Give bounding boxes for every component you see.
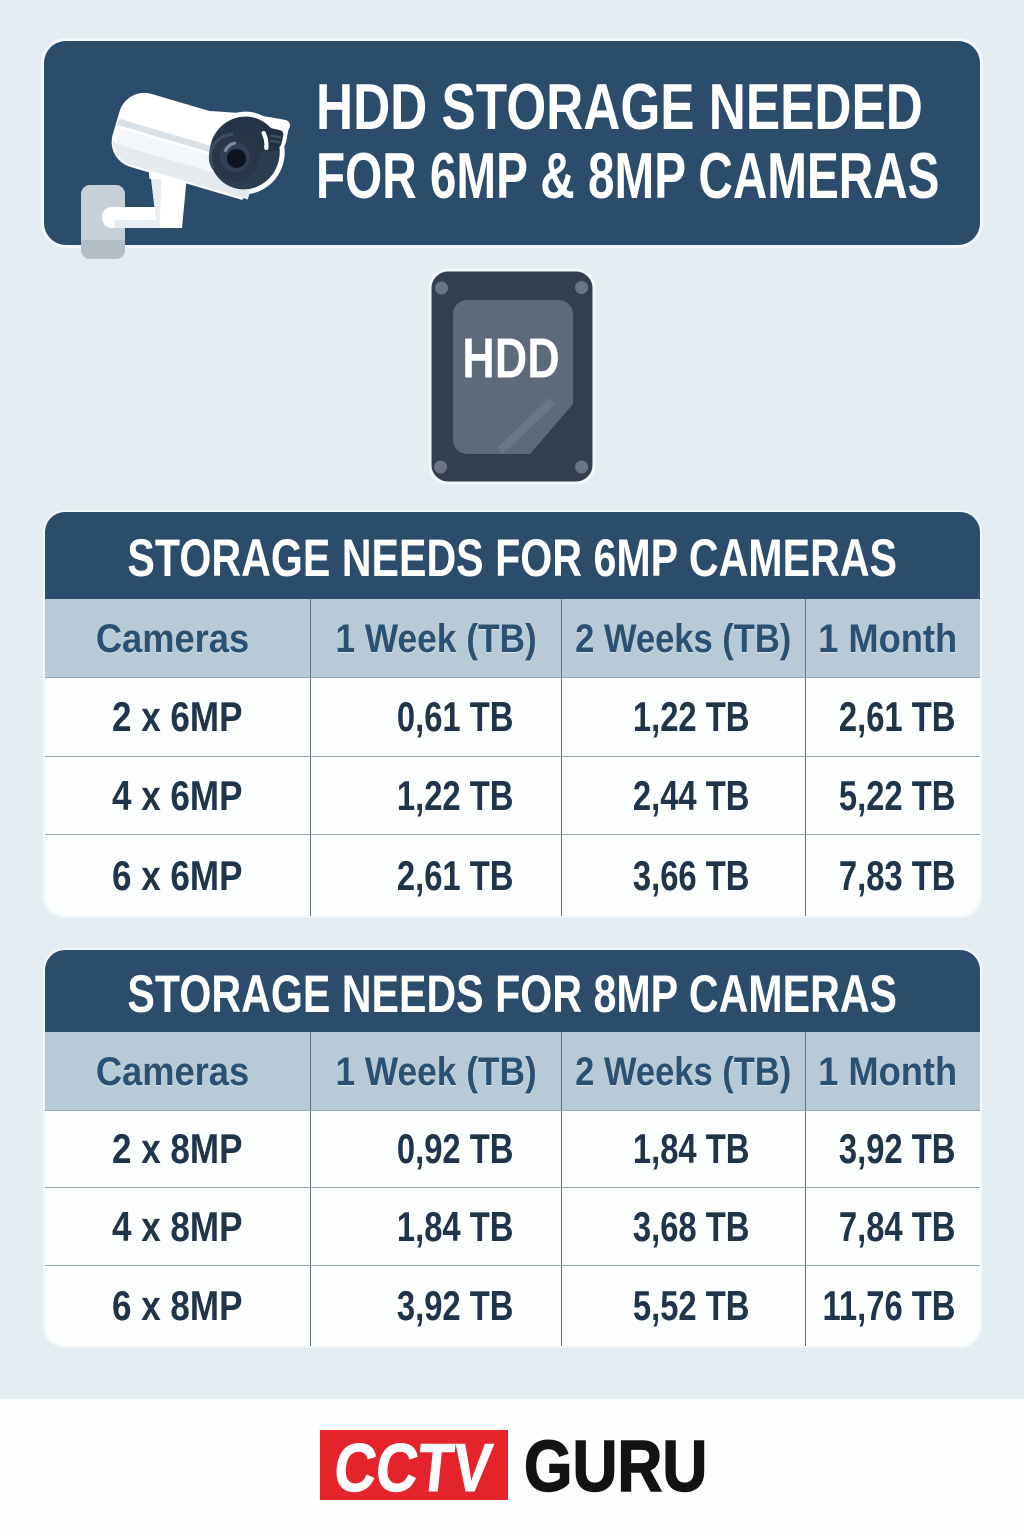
svg-text:HDD: HDD [462,326,560,389]
